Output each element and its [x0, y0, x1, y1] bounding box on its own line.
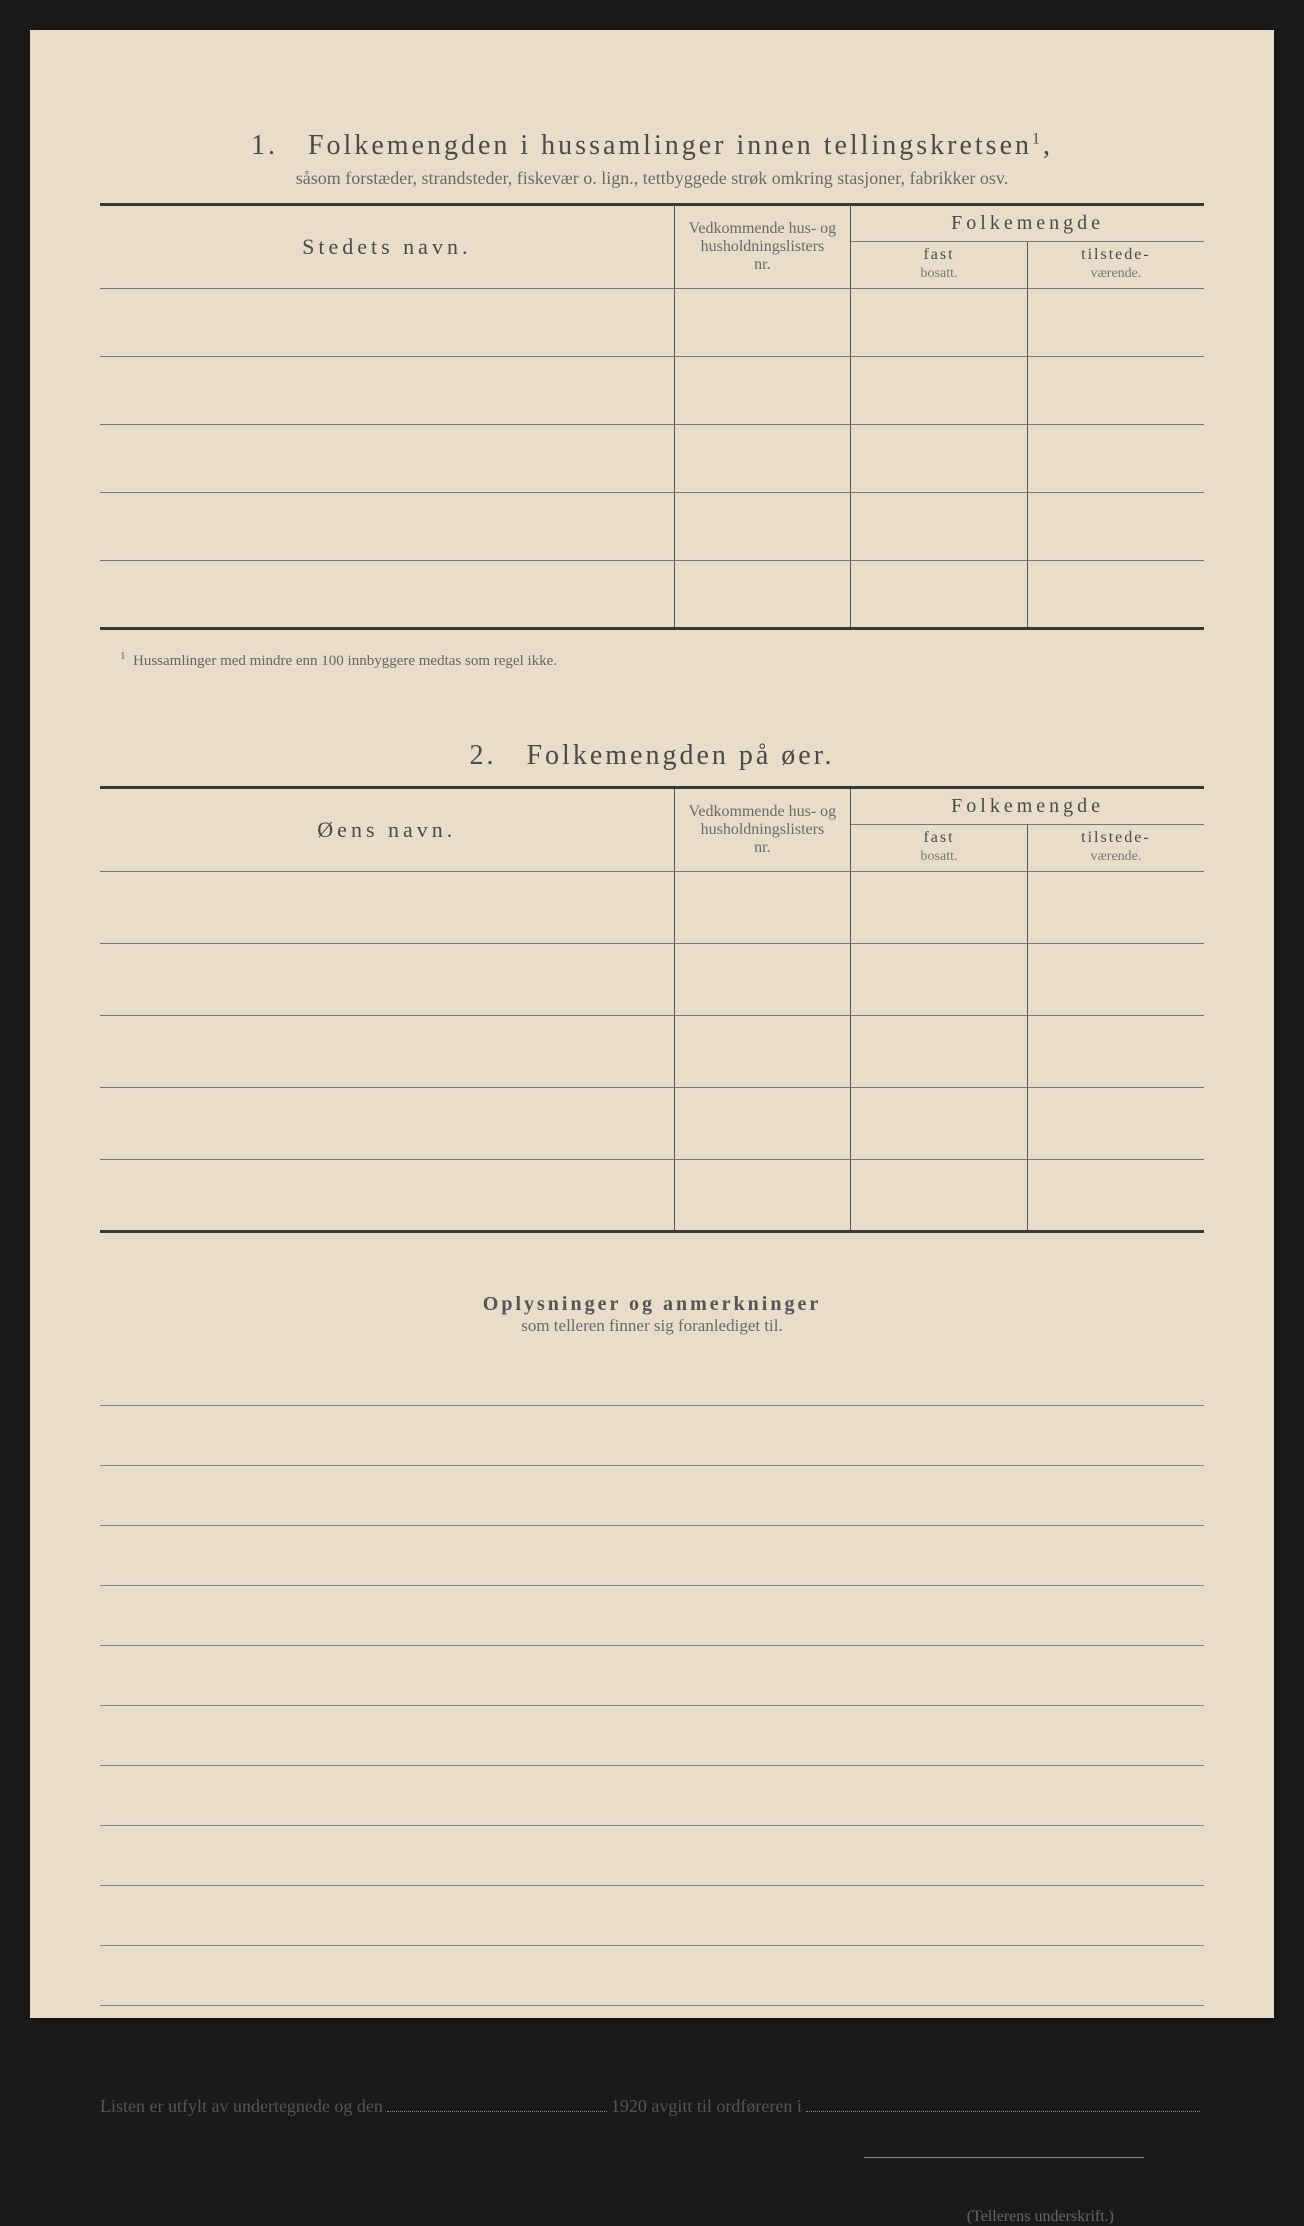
section1-table: Stedets navn. Vedkommende hus- og hushol…: [100, 203, 1204, 630]
remarks-lines: [100, 1346, 1204, 2006]
s1-col-til-1: tilstede-: [1027, 242, 1204, 267]
s2-col-folk: Folkemengde: [851, 788, 1204, 825]
s2-col-fast-1: fast: [851, 825, 1028, 850]
section2-title: 2. Folkemengden på øer.: [100, 740, 1204, 772]
s2-col-fast-2: bosatt.: [851, 849, 1028, 872]
section2-table: Øens navn. Vedkommende hus- og husholdni…: [100, 786, 1204, 1233]
section1-subtitle: såsom forstæder, strandsteder, fiskevær …: [100, 168, 1204, 189]
footnote-mark: 1: [120, 650, 126, 662]
sig-year: 1920: [611, 2096, 647, 2117]
section1-title: 1. Folkemengden i hussamlinger innen tel…: [100, 130, 1204, 162]
sig-blank-place[interactable]: [806, 2111, 1200, 2112]
s2-col-til-2: værende.: [1027, 849, 1204, 872]
s1-col-nr: Vedkommende hus- og husholdningslisters …: [674, 205, 851, 289]
signature-line: Listen er utfylt av undertegnede og den …: [100, 2096, 1204, 2117]
footnote-text: Hussamlinger med mindre enn 100 innbygge…: [133, 653, 557, 669]
section1-footnote: 1 Hussamlinger med mindre enn 100 innbyg…: [100, 650, 1204, 670]
remarks-section: Oplysninger og anmerkninger som telleren…: [100, 1293, 1204, 2006]
census-form-page: 1. Folkemengden i hussamlinger innen tel…: [30, 30, 1274, 2018]
remarks-subtitle: som telleren finner sig foranlediget til…: [100, 1316, 1204, 1336]
s1-col-name: Stedets navn.: [100, 205, 674, 289]
section1-sup: 1: [1032, 131, 1043, 148]
s1-col-folk: Folkemengde: [851, 205, 1204, 242]
s2-col-til-1: tilstede-: [1027, 825, 1204, 850]
remarks-title: Oplysninger og anmerkninger: [100, 1293, 1204, 1316]
section-1: 1. Folkemengden i hussamlinger innen tel…: [100, 130, 1204, 670]
s1-col-fast-2: bosatt.: [851, 266, 1028, 289]
section-2: 2. Folkemengden på øer. Øens navn. Vedko…: [100, 740, 1204, 1233]
s1-col-fast-1: fast: [851, 242, 1028, 267]
signature-underline[interactable]: [864, 2157, 1144, 2158]
section1-title-text: Folkemengden i hussamlinger innen tellin…: [308, 130, 1032, 161]
sig-blank-date[interactable]: [387, 2111, 607, 2112]
section2-number: 2.: [469, 740, 496, 771]
s2-col-name: Øens navn.: [100, 788, 674, 872]
sig-mid: avgitt til ordføreren i: [651, 2096, 801, 2117]
section1-number: 1.: [251, 130, 278, 161]
sig-prefix: Listen er utfylt av undertegnede og den: [100, 2096, 383, 2117]
s1-col-til-2: værende.: [1027, 266, 1204, 289]
section2-title-text: Folkemengden på øer.: [526, 740, 834, 771]
s2-col-nr: Vedkommende hus- og husholdningslisters …: [674, 788, 851, 872]
signature-caption: (Tellerens underskrift.): [100, 2208, 1204, 2226]
